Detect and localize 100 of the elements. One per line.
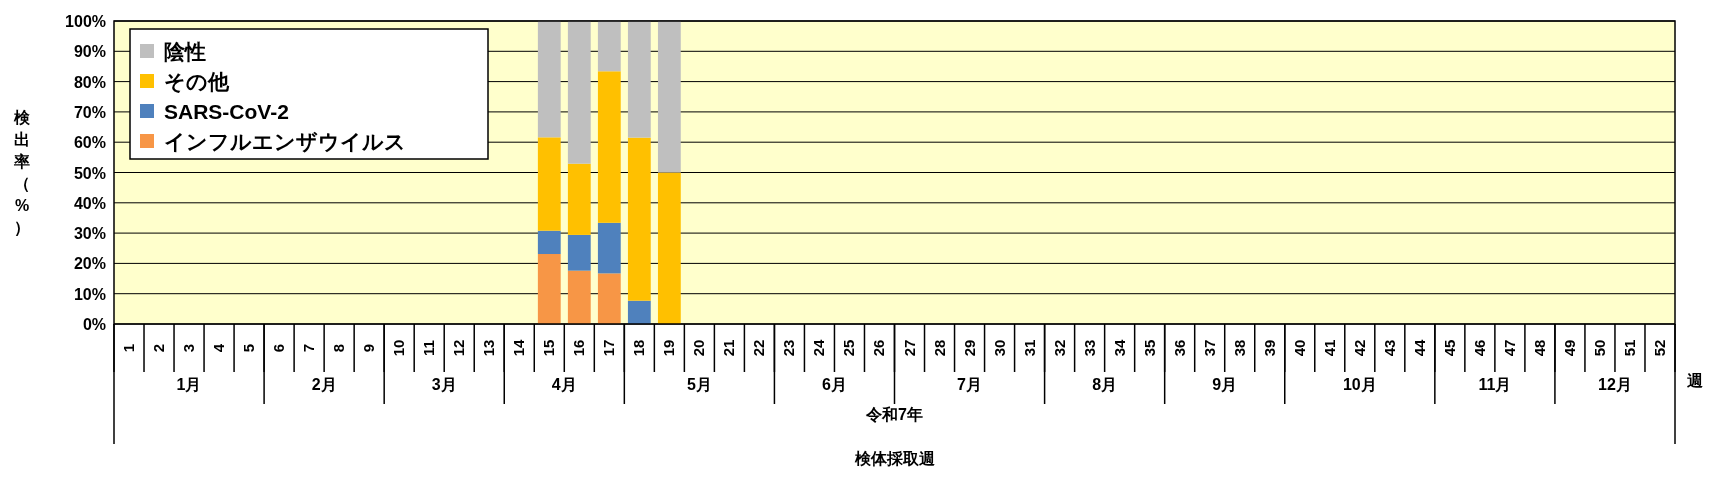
x-tick-label: 39 — [1260, 339, 1278, 357]
x-tick-label: 28 — [930, 339, 948, 357]
x-tick-label: 36 — [1170, 339, 1188, 357]
y-tick-label: 30% — [73, 225, 106, 243]
x-tick-label: 32 — [1050, 339, 1068, 357]
x-tick-label: 23 — [780, 339, 798, 357]
text: 8月 — [1092, 376, 1118, 393]
x-tick-label: 40 — [1290, 339, 1308, 357]
bar — [657, 21, 681, 173]
x-tick-label: 16 — [570, 339, 588, 357]
x-tick-label: 4 — [210, 343, 228, 353]
y-tick-label: 90% — [73, 43, 106, 61]
x-tick-label: 29 — [960, 339, 978, 357]
x-tick-label: 51 — [1620, 339, 1638, 357]
text: 11月 — [1478, 376, 1512, 393]
bar — [597, 273, 621, 324]
x-tick-label: 8 — [330, 343, 348, 353]
x-tick-label: 19 — [660, 339, 678, 357]
x-tick-label: 15 — [540, 339, 558, 357]
bar — [597, 222, 621, 274]
bar — [537, 137, 561, 231]
x-tick-label: 21 — [720, 339, 738, 357]
bar — [597, 71, 621, 223]
x-tick-label: 5 — [240, 343, 258, 353]
x-tick-label: 22 — [750, 339, 768, 357]
bar — [597, 20, 621, 72]
x-tick-label: 35 — [1140, 339, 1158, 357]
text: 12月 — [1598, 376, 1632, 393]
x-tick-label: 38 — [1230, 339, 1248, 357]
x-tick-label: 18 — [630, 339, 648, 357]
text: 5月 — [686, 376, 712, 393]
y-tick-label: 20% — [73, 255, 106, 273]
y-tick-label: 40% — [73, 194, 106, 212]
x-tick-label: 2 — [150, 343, 168, 353]
text: 検体採取週 — [853, 450, 936, 467]
x-tick-label: 11 — [420, 340, 438, 356]
x-tick-label: 1 — [120, 343, 138, 353]
x-tick-label: 37 — [1200, 339, 1218, 357]
text: 令和7年 — [865, 406, 923, 423]
x-tick-label: 7 — [300, 343, 318, 353]
x-tick-label: 30 — [990, 339, 1008, 357]
x-tick-label: 42 — [1350, 339, 1368, 357]
x-tick-label: 50 — [1590, 339, 1608, 357]
legend-label: その他 — [164, 70, 230, 93]
text: 6月 — [822, 376, 847, 393]
bar — [537, 230, 561, 255]
x-tick-label: 31 — [1020, 339, 1038, 357]
x-tick-label: 10 — [390, 339, 408, 357]
bar — [627, 300, 651, 324]
x-tick-label: 45 — [1440, 339, 1458, 357]
x-tick-label: 20 — [690, 339, 708, 357]
text: 1月 — [176, 376, 202, 393]
legend-label: 陰性 — [164, 40, 206, 63]
x-tick-label: 13 — [480, 339, 498, 357]
bar — [567, 21, 591, 164]
bar — [537, 254, 561, 324]
text: 4月 — [551, 376, 577, 393]
x-tick-label: 6 — [270, 343, 288, 353]
bar — [657, 172, 681, 324]
text: 3月 — [431, 376, 457, 393]
x-tick-label: 14 — [510, 339, 528, 357]
x-tick-label: 49 — [1560, 339, 1578, 357]
x-tick-label: 3 — [180, 343, 198, 353]
x-tick-label: 17 — [600, 339, 618, 357]
bar — [537, 20, 561, 138]
x-tick-label: 48 — [1530, 339, 1548, 357]
text: 2月 — [311, 376, 337, 393]
y-tick-label: 80% — [73, 73, 106, 91]
legend-label: SARS-CoV-2 — [164, 100, 289, 123]
y-tick-label: 0% — [82, 316, 106, 333]
x-tick-label: 25 — [840, 339, 858, 357]
text: 7月 — [957, 376, 982, 393]
bar — [567, 163, 591, 235]
y-tick-label: 60% — [73, 134, 106, 152]
x-tick-label: 44 — [1410, 339, 1428, 357]
bar — [627, 137, 651, 301]
x-tick-label: 12 — [450, 339, 468, 357]
bar — [627, 21, 651, 138]
x-tick-label: 41 — [1320, 339, 1338, 357]
x-tick-label: 52 — [1650, 339, 1668, 357]
x-tick-label: 33 — [1080, 339, 1098, 357]
x-tick-label: 47 — [1500, 339, 1518, 357]
y-tick-label: 50% — [73, 164, 106, 182]
bar — [567, 234, 591, 271]
x-tick-label: 24 — [810, 339, 828, 357]
text: 9月 — [1212, 376, 1238, 393]
bar — [567, 270, 591, 324]
x-tick-label: 43 — [1380, 339, 1398, 357]
x-tick-label: 27 — [900, 339, 918, 357]
y-tick-label: 10% — [73, 285, 106, 303]
y-axis-title: 検出率（%） — [13, 108, 31, 237]
text: 10月 — [1342, 376, 1377, 393]
legend-label: インフルエンザウイルス — [164, 130, 406, 153]
y-tick-label: 100% — [65, 13, 106, 30]
x-tick-label: 34 — [1110, 339, 1128, 357]
x-tick-label: 9 — [360, 343, 378, 353]
text: 週 — [1686, 372, 1704, 389]
y-tick-label: 70% — [73, 103, 106, 121]
x-tick-label: 26 — [870, 339, 888, 357]
x-tick-label: 46 — [1470, 339, 1488, 357]
